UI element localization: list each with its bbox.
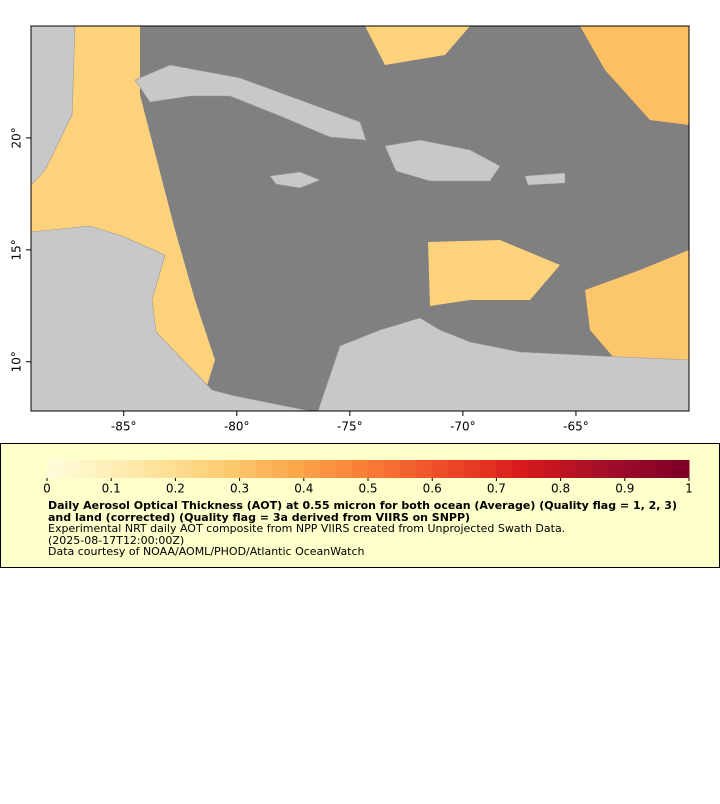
colorbar-swatch [640, 460, 658, 478]
colorbar-swatch [560, 460, 578, 478]
colorbar-tick-label: 0.3 [230, 482, 249, 496]
y-tick-label: 15° [10, 239, 24, 260]
map [30, 25, 690, 412]
colorbar-swatch [576, 460, 594, 478]
land-puerto-rico [524, 172, 566, 186]
colorbar-tick-label: 0.7 [487, 482, 506, 496]
x-tick-label: -80° [224, 420, 250, 434]
y-tick-label: 10° [10, 351, 24, 372]
colorbar-swatch [207, 460, 225, 478]
land-hispaniola [384, 139, 501, 182]
land [30, 25, 690, 412]
y-tick-label: 20° [10, 127, 24, 148]
colorbar-swatch [175, 460, 192, 478]
colorbar-swatch [416, 460, 433, 478]
colorbar-swatch [335, 460, 353, 478]
caption-title: Daily Aerosol Optical Thickness (AOT) at… [48, 499, 677, 524]
colorbar-swatch [223, 460, 241, 478]
colorbar-swatch [400, 460, 417, 478]
x-tick-label: -75° [337, 420, 363, 434]
colorbar-swatch [624, 460, 642, 478]
colorbar-swatch [127, 460, 144, 478]
colorbar-swatch [464, 460, 481, 478]
colorbar-swatch [368, 460, 385, 478]
colorbar-swatch [496, 460, 513, 478]
map-frame [30, 25, 690, 412]
colorbar-tick-label: 0.9 [615, 482, 634, 496]
colorbar-swatch [143, 460, 160, 478]
colorbar-swatch [608, 460, 626, 478]
colorbar-tick-label: 0.4 [294, 482, 313, 496]
caption-line: Data courtesy of NOAA/AOML/PHOD/Atlantic… [48, 545, 365, 558]
aerosol-patch [580, 26, 689, 125]
colorbar-swatch [271, 460, 289, 478]
colorbar-tick-label: 0 [43, 482, 51, 496]
colorbar-swatch [672, 460, 690, 478]
land-cuba [134, 64, 367, 141]
colorbar-tick-label: 0.5 [358, 482, 377, 496]
aerosol-patch [428, 240, 560, 306]
colorbar-tick-label: 0.1 [102, 482, 121, 496]
colorbar-swatch [528, 460, 546, 478]
colorbar-tick-label: 1 [685, 482, 693, 496]
colorbar-tick-label: 0.8 [551, 482, 570, 496]
x-tick-label: -85° [111, 420, 137, 434]
colorbar-swatch [239, 460, 257, 478]
colorbar-tick-label: 0.6 [423, 482, 442, 496]
x-tick-label: -65° [563, 420, 589, 434]
colorbar-swatch [351, 460, 369, 478]
colorbar-swatch [95, 460, 112, 478]
colorbar-swatch [592, 460, 610, 478]
colorbar-swatch [303, 460, 321, 478]
colorbar-swatch [448, 460, 465, 478]
colorbar-swatch [63, 460, 80, 478]
colorbar-swatch [384, 460, 401, 478]
colorbar-swatch [480, 460, 497, 478]
colorbar-swatch [79, 460, 96, 478]
colorbar-swatch [544, 460, 562, 478]
colorbar-swatch [512, 460, 529, 478]
land-jamaica [269, 171, 321, 189]
colorbar-swatch [255, 460, 273, 478]
colorbar-swatch [656, 460, 674, 478]
caption-line: (2025-08-17T12:00:00Z) [48, 533, 185, 547]
caption: Daily Aerosol Optical Thickness (AOT) at… [48, 500, 678, 558]
aerosol-patch [585, 250, 689, 372]
colorbar-swatch [319, 460, 337, 478]
x-tick-label: -70° [450, 420, 476, 434]
colorbar-swatch [159, 460, 176, 478]
aerosol-patch [365, 26, 470, 65]
colorbar-swatch [47, 460, 64, 478]
colorbar-tick-label: 0.2 [166, 482, 185, 496]
colorbar-swatch [287, 460, 305, 478]
aerosol-field [31, 26, 689, 411]
colorbar-swatch [432, 460, 449, 478]
colorbar-swatch [111, 460, 128, 478]
colorbar-swatch [191, 460, 208, 478]
caption-line: Experimental NRT daily AOT composite fro… [48, 522, 566, 535]
